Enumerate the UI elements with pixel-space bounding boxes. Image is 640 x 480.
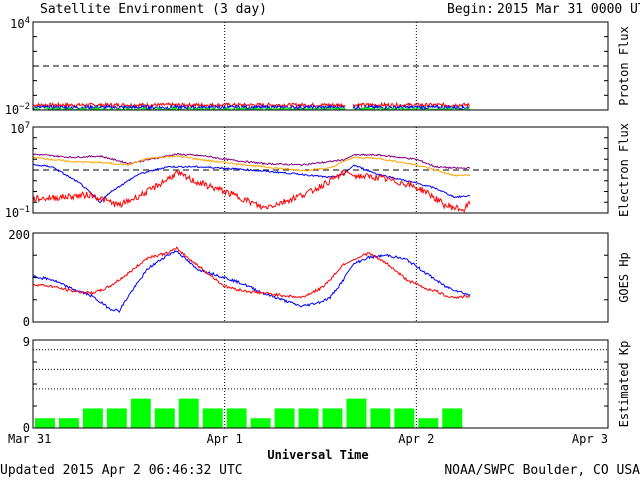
proton-series-line bbox=[33, 101, 346, 109]
y-tick-label-top: 104 bbox=[10, 16, 30, 31]
kp-bar bbox=[394, 408, 415, 428]
panels-group: 104 10−2 Proton Flux 107 10−1 Electron Flux 20… bbox=[5, 16, 631, 446]
kp-bar bbox=[418, 418, 439, 428]
y-tick-label-bottom: 10−2 bbox=[5, 102, 30, 117]
y-axis-label: Estimated Kp bbox=[617, 341, 631, 428]
y-tick-label-bottom: 10−1 bbox=[5, 205, 30, 220]
kp-bar bbox=[82, 408, 103, 428]
proton-series-line bbox=[352, 104, 470, 110]
footer-updated: Updated 2015 Apr 2 06:46:32 UTC bbox=[0, 463, 243, 478]
y-tick-label-top: 200 bbox=[8, 228, 30, 242]
goes-hp-frame bbox=[32, 232, 609, 323]
kp-bar bbox=[202, 408, 223, 428]
proton-frame bbox=[32, 21, 609, 111]
electron-panel: 107 10−1 Electron Flux bbox=[5, 121, 631, 220]
proton-panel: 104 10−2 Proton Flux bbox=[5, 16, 631, 117]
proton-plot-area bbox=[33, 22, 608, 110]
goes-hp-panel: 200 0 GOES Hp bbox=[8, 228, 631, 329]
y-axis-label: Proton Flux bbox=[617, 26, 631, 105]
kp-bar bbox=[130, 398, 151, 428]
x-tick-label: Mar 31 bbox=[8, 432, 51, 446]
y-axis-label: Electron Flux bbox=[617, 123, 631, 217]
kp-bar bbox=[154, 408, 175, 428]
electron-series-line bbox=[33, 163, 471, 203]
proton-series-line bbox=[352, 106, 471, 110]
begin-value: 2015 Mar 31 0000 UTC bbox=[497, 2, 640, 17]
begin-label: Begin: bbox=[447, 2, 494, 17]
y-tick-label-top: 107 bbox=[10, 121, 30, 136]
y-tick-label-bottom: 0 bbox=[23, 421, 30, 435]
goes-hp-series-line bbox=[33, 246, 471, 299]
y-tick-label-bottom: 0 bbox=[23, 315, 30, 329]
x-axis-title: Universal Time bbox=[267, 448, 368, 462]
kp-bar bbox=[106, 408, 127, 428]
kp-bar bbox=[298, 408, 319, 428]
kp-bar bbox=[250, 418, 271, 428]
y-axis-label: GOES Hp bbox=[617, 252, 631, 303]
kp-bar bbox=[35, 418, 55, 428]
electron-plot-area bbox=[33, 127, 608, 213]
kp-bar bbox=[178, 398, 199, 428]
electron-series-line bbox=[33, 152, 471, 170]
proton-series-line bbox=[352, 101, 471, 109]
goes-hp-series-line bbox=[33, 249, 471, 313]
kp-bar bbox=[58, 418, 79, 428]
chart-title: Satellite Environment (3 day) bbox=[40, 2, 267, 17]
x-tick-label: Apr 3 bbox=[572, 432, 608, 446]
kp-bar bbox=[346, 398, 367, 428]
electron-series-line bbox=[33, 169, 471, 213]
kp-bar bbox=[322, 408, 343, 428]
kp-panel: 9 0 Estimated Kp bbox=[23, 335, 631, 435]
electron-frame bbox=[32, 126, 609, 214]
x-tick-label: Apr 1 bbox=[207, 432, 243, 446]
kp-bar bbox=[370, 408, 391, 428]
electron-series-line bbox=[33, 154, 471, 177]
footer-source: NOAA/SWPC Boulder, CO USA bbox=[444, 463, 640, 478]
kp-bar bbox=[274, 408, 295, 428]
x-tick-label: Apr 2 bbox=[398, 432, 434, 446]
kp-bar bbox=[442, 408, 463, 428]
goes-hp-plot-area bbox=[33, 233, 471, 322]
y-tick-label-top: 9 bbox=[23, 335, 30, 349]
kp-plot-area bbox=[33, 340, 608, 428]
kp-bar bbox=[226, 408, 247, 428]
